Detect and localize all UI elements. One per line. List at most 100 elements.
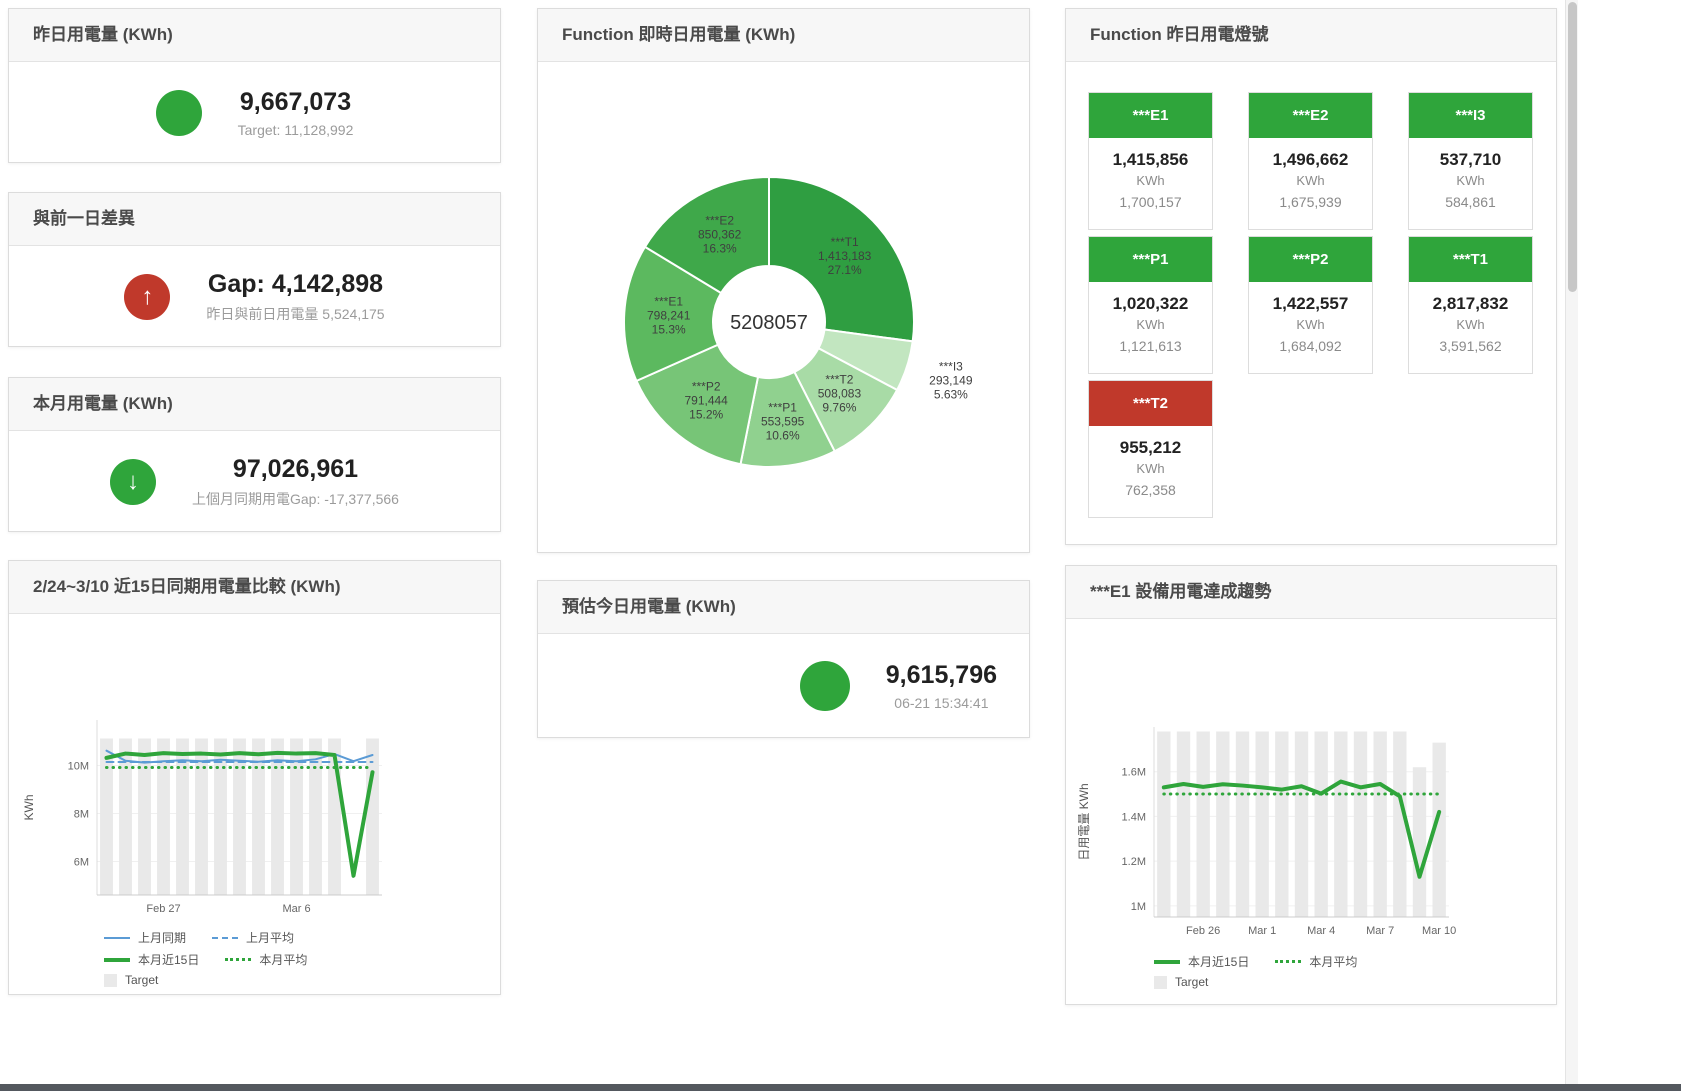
legend-item-Target[interactable]: Target xyxy=(1154,975,1208,989)
function-tile-P1[interactable]: ***P1 1,020,322 KWh 1,121,613 xyxy=(1088,236,1213,375)
legend-line-swatch xyxy=(1154,959,1180,964)
svg-text:Feb 26: Feb 26 xyxy=(1186,925,1220,937)
tile-unit: KWh xyxy=(1136,461,1165,477)
svg-text:Mar 6: Mar 6 xyxy=(282,903,310,915)
legend-line-swatch xyxy=(1275,960,1302,964)
tile-value: 1,422,557 xyxy=(1272,294,1349,314)
donut-slice-T1[interactable] xyxy=(768,176,915,343)
legend-item-上月同期[interactable]: 上月同期 xyxy=(104,929,186,946)
legend-label: 上月同期 xyxy=(138,931,187,946)
donut-slice-label: ***P1 553,595 10.6% xyxy=(761,401,805,443)
legend-label: Target xyxy=(1175,975,1209,990)
donut-slice-label: ***I3 293,149 5.63% xyxy=(929,360,973,402)
tile-name: ***E1 xyxy=(1089,93,1212,139)
legend-item-本月平均[interactable]: 本月平均 xyxy=(225,951,307,968)
svg-text:6M: 6M xyxy=(74,857,89,869)
realtime-donut-chart[interactable]: ***T1 1,413,183 27.1% ***I3 293,149 5.63% ***T… xyxy=(538,62,1029,552)
legend-line-swatch xyxy=(104,957,130,962)
tile-name: ***I3 xyxy=(1409,93,1532,139)
tile-value: 1,020,322 xyxy=(1112,294,1189,314)
compare-chart[interactable]: 6M 8M 10M Feb 27 Mar 6 KWh xyxy=(9,710,469,925)
tile-name: ***E2 xyxy=(1249,93,1372,139)
tile-target-value: 762,358 xyxy=(1125,482,1176,499)
legend-label: 本月近15日 xyxy=(138,953,200,968)
svg-text:Mar 4: Mar 4 xyxy=(1307,925,1335,937)
tile-target-value: 1,700,157 xyxy=(1119,194,1182,211)
gap-value: Gap: 4,142,898 xyxy=(207,269,384,298)
legend-label: 上月平均 xyxy=(246,931,295,946)
donut-slice-label: ***E2 850,362 16.3% xyxy=(698,214,742,256)
trend-legend: 本月近15日 本月平均 Target xyxy=(1154,953,1556,989)
legend-line-swatch xyxy=(212,936,239,939)
card-title-realtime: Function 即時日用電量 (KWh) xyxy=(538,9,1029,63)
donut-slice-E1[interactable] xyxy=(623,245,723,383)
donut-slice-label: ***T1 1,413,183 27.1% xyxy=(818,235,872,277)
stat-text: 97,026,961 上個月同期用電Gap: -17,377,566 xyxy=(192,455,399,509)
svg-text:日用電量 KWh: 日用電量 KWh xyxy=(1077,783,1091,860)
legend-item-上月平均[interactable]: 上月平均 xyxy=(212,929,294,946)
card-realtime-usage: Function 即時日用電量 (KWh) ***T1 1,413,183 27.1… xyxy=(537,8,1030,553)
legend-label: 本月平均 xyxy=(1309,955,1358,970)
svg-text:KWh: KWh xyxy=(22,795,36,821)
tile-target-value: 3,591,562 xyxy=(1439,338,1502,355)
trend-chart[interactable]: 1M 1.2M 1.4M 1.6M Feb 26 Mar 1 Mar 4 Mar 7 Mar 1… xyxy=(1066,719,1526,947)
arrow-down-circle-icon: ↓ xyxy=(110,458,156,505)
status-circle-icon xyxy=(155,89,202,136)
tile-unit: KWh xyxy=(1456,173,1485,189)
tile-name: ***P2 xyxy=(1249,237,1372,283)
card-title-trend: ***E1 設備用電達成趨勢 xyxy=(1066,566,1556,620)
legend-square-swatch xyxy=(1154,975,1167,989)
card-title-compare: 2/24~3/10 近15日同期用電量比較 (KWh) xyxy=(9,561,500,615)
svg-text:Feb 27: Feb 27 xyxy=(146,903,180,915)
svg-text:1.6M: 1.6M xyxy=(1122,767,1146,779)
function-tile-E1[interactable]: ***E1 1,415,856 KWh 1,700,157 xyxy=(1088,92,1213,231)
legend-item-本月平均[interactable]: 本月平均 xyxy=(1275,953,1357,970)
svg-text:1.4M: 1.4M xyxy=(1122,812,1146,824)
legend-item-本月近15日[interactable]: 本月近15日 xyxy=(104,951,199,968)
card-title-gap: 與前一日差異 xyxy=(9,193,500,247)
stat-body: 9,667,073 Target: 11,128,992 xyxy=(9,62,500,163)
compare-legend: 上月同期 上月平均本月近15日 本月平均 Target xyxy=(104,929,500,987)
scrollbar-thumb[interactable] xyxy=(1568,2,1577,292)
svg-text:Mar 1: Mar 1 xyxy=(1248,925,1276,937)
tile-unit: KWh xyxy=(1296,173,1325,189)
function-tile-I3[interactable]: ***I3 537,710 KWh 584,861 xyxy=(1408,92,1533,231)
function-tile-T1[interactable]: ***T1 2,817,832 KWh 3,591,562 xyxy=(1408,236,1533,375)
yesterday-usage-target: Target: 11,128,992 xyxy=(237,121,354,138)
function-tile-P2[interactable]: ***P2 1,422,557 KWh 1,684,092 xyxy=(1248,236,1373,375)
svg-text:1.2M: 1.2M xyxy=(1122,856,1146,868)
card-gap-previous-day: 與前一日差異 ↑ Gap: 4,142,898 昨日與前日用電量 5,524,1… xyxy=(8,192,501,347)
month-usage-value: 97,026,961 xyxy=(232,454,359,483)
donut-center-total: 5208057 xyxy=(730,312,808,334)
tile-target-value: 1,675,939 xyxy=(1279,194,1342,211)
stat-text: 9,667,073 Target: 11,128,992 xyxy=(238,88,354,138)
stat-text: 9,615,796 06-21 15:34:41 xyxy=(886,661,997,711)
gap-subtitle: 昨日與前日用電量 5,524,175 xyxy=(206,305,385,322)
tile-name: ***P1 xyxy=(1089,237,1212,283)
legend-item-本月近15日[interactable]: 本月近15日 xyxy=(1154,953,1249,970)
lights-grid: ***E1 1,415,856 KWh 1,700,157 ***E2 1,496,662… xyxy=(1066,62,1556,519)
stat-body: 9,615,796 06-21 15:34:41 xyxy=(538,634,1029,738)
tile-value: 537,710 xyxy=(1439,150,1502,170)
donut-slice-label: ***P2 791,444 15.2% xyxy=(684,380,728,422)
tile-unit: KWh xyxy=(1296,317,1325,333)
vertical-scrollbar[interactable] xyxy=(1565,0,1578,1084)
stat-text: Gap: 4,142,898 昨日與前日用電量 5,524,175 xyxy=(206,270,384,324)
legend-square-swatch xyxy=(104,973,117,987)
svg-text:8M: 8M xyxy=(74,809,89,821)
tile-target-value: 1,121,613 xyxy=(1119,338,1182,355)
window-bottom-edge xyxy=(0,1084,1681,1091)
donut-slice-P2[interactable] xyxy=(635,343,760,466)
svg-text:10M: 10M xyxy=(68,761,89,773)
status-circle-icon xyxy=(799,661,850,712)
tile-value: 955,212 xyxy=(1119,438,1182,458)
tile-unit: KWh xyxy=(1136,317,1165,333)
function-tile-T2[interactable]: ***T2 955,212 KWh 762,358 xyxy=(1088,380,1213,519)
legend-line-swatch xyxy=(225,958,252,962)
legend-item-Target[interactable]: Target xyxy=(104,973,158,987)
tile-unit: KWh xyxy=(1136,173,1165,189)
tile-name: ***T1 xyxy=(1409,237,1532,283)
month-usage-gap: 上個月同期用電Gap: -17,377,566 xyxy=(192,490,399,507)
function-tile-E2[interactable]: ***E2 1,496,662 KWh 1,675,939 xyxy=(1248,92,1373,231)
donut-slice-E2[interactable] xyxy=(643,176,770,295)
